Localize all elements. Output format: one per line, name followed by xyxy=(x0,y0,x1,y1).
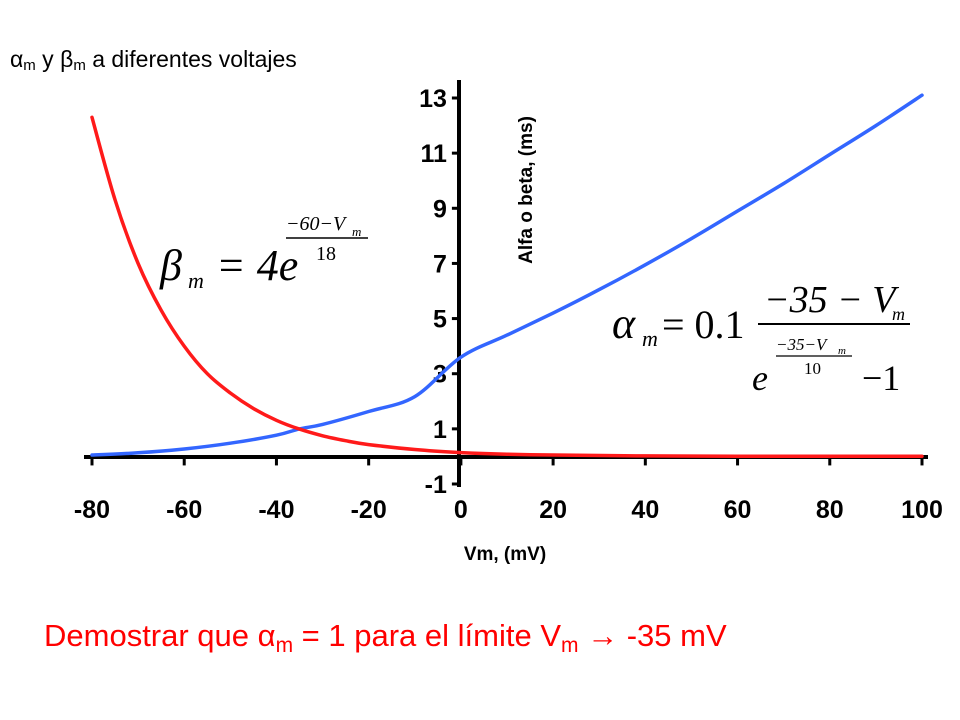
alpha-formula-exp-den: 10 xyxy=(804,359,821,378)
alpha-formula-num-sub: m xyxy=(892,304,905,324)
note-alpha-symbol: α xyxy=(257,618,276,653)
note-arrow: → xyxy=(578,618,627,653)
alpha-formula-exp-sub: m xyxy=(838,345,846,357)
alpha-formula-sub: m xyxy=(642,326,658,351)
title-y: y xyxy=(35,46,61,72)
x-tick-label: 0 xyxy=(454,496,468,524)
x-tick-label: -20 xyxy=(351,496,387,524)
y-tick-label: 5 xyxy=(433,306,447,334)
exercise-statement: Demostrar que αm = 1 para el límite Vm →… xyxy=(44,618,727,658)
chart-title: αm y βm a diferentes voltajes xyxy=(10,46,297,74)
series xyxy=(90,93,924,459)
y-tick-label: 9 xyxy=(433,195,447,223)
note-suffix: -35 mV xyxy=(626,618,727,653)
x-tick-label: 20 xyxy=(539,496,567,524)
title-beta-symbol: β xyxy=(60,46,74,72)
y-tick-label: 13 xyxy=(419,85,447,113)
y-tick-label: 7 xyxy=(433,250,447,278)
beta-formula-den: 18 xyxy=(316,243,336,265)
note-prefix: Demostrar que xyxy=(44,618,258,653)
alpha-formula-eq: = 0.1 xyxy=(662,302,745,347)
note-middle: = 1 para el límite V xyxy=(293,618,561,653)
title-alpha-symbol: α xyxy=(10,46,24,72)
beta-curve xyxy=(90,115,924,459)
note-alpha-subscript: m xyxy=(275,634,294,657)
beta-formula-sub: m xyxy=(188,268,204,293)
alpha-formula: α m = 0.1 −35 − V m e −35−V m 10 −1 xyxy=(612,279,910,398)
beta-formula-eq: = 4e xyxy=(216,241,298,290)
y-tick-label: -1 xyxy=(425,471,447,499)
x-tick-label: -80 xyxy=(74,496,110,524)
title-rest: a diferentes voltajes xyxy=(85,46,297,72)
x-axis-label: Vm, (mV) xyxy=(464,544,546,565)
beta-formula-lhs: β xyxy=(159,241,182,290)
alpha-formula-lhs: α xyxy=(612,299,636,348)
note-v-subscript: m xyxy=(561,634,579,657)
beta-formula: β m = 4e −60−V m 18 xyxy=(159,213,368,293)
y-axis-label: Alfa o beta, (ms) xyxy=(516,116,537,264)
x-tick-label: 100 xyxy=(901,496,943,524)
alpha-formula-num: −35 − V xyxy=(764,279,899,321)
title-beta-subscript: m xyxy=(73,57,86,74)
alpha-formula-minus-one: −1 xyxy=(862,358,900,398)
beta-formula-num-sub: m xyxy=(352,224,361,239)
beta-formula-num: −60−V xyxy=(286,213,348,235)
x-tick-label: 60 xyxy=(724,496,752,524)
y-tick-label: 11 xyxy=(420,140,447,168)
title-alpha-subscript: m xyxy=(23,57,36,74)
x-tick-label: -40 xyxy=(258,496,294,524)
x-tick-label: 40 xyxy=(631,496,659,524)
alpha-formula-den-e: e xyxy=(752,358,768,398)
y-tick-label: 1 xyxy=(433,416,447,444)
alpha-curve xyxy=(90,93,924,457)
alpha-formula-exp-num: −35−V xyxy=(776,335,829,354)
x-tick-label: -60 xyxy=(166,496,202,524)
x-tick-label: 80 xyxy=(816,496,844,524)
